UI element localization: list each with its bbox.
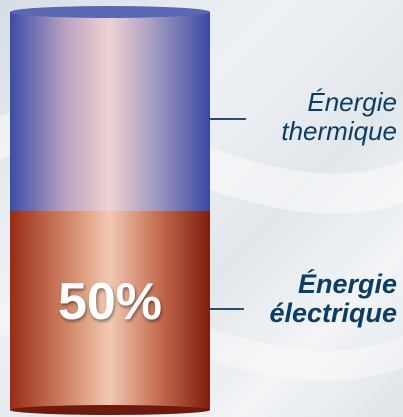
leader-line-thermal [210,118,246,120]
legend-label-electric: Énergie électrique [269,270,397,328]
legend-label-thermal: Énergie thermique [281,88,397,146]
data-label-electric: 50% [57,273,163,331]
legend-label-electric-line2: électrique [269,298,397,328]
cylinder-base [10,405,210,415]
leader-line-electric [210,308,244,310]
legend-label-thermal-line1: Énergie [307,87,397,117]
legend-label-thermal-line2: thermique [281,116,397,146]
legend-label-electric-line1: Énergie [297,269,397,299]
cylinder-top-cap [10,6,210,18]
bar-segment-electric [10,211,210,410]
bar-segment-thermal [10,12,210,211]
